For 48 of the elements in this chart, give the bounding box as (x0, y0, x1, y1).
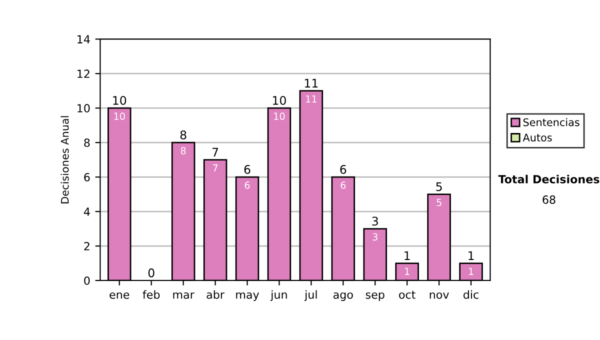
data-label: 10 (114, 112, 125, 120)
data-label: 3 (372, 233, 378, 241)
x-tick-label: ago (333, 292, 353, 301)
data-label: 1 (468, 268, 474, 275)
x-tick-label: jul (304, 290, 317, 301)
y-tick-label: 6 (84, 173, 90, 182)
text: 68 (542, 195, 556, 204)
total-label: 1 (404, 251, 410, 260)
total-label: 6 (340, 164, 346, 174)
x-tick-label: nov (430, 292, 449, 299)
x-tick-label: feb (142, 290, 160, 299)
y-tick-label: 8 (84, 138, 90, 147)
data-label: 8 (180, 147, 186, 154)
y-tick-label: 4 (84, 208, 90, 216)
data-label: 6 (244, 182, 250, 189)
total-label: 11 (304, 78, 318, 88)
data-label: 1 (405, 268, 410, 275)
y-axis-title: Decisiones Anual (60, 116, 69, 204)
data-label: 10 (274, 112, 285, 120)
y-tick-label: 12 (78, 70, 90, 78)
x-tick-label: may (236, 292, 260, 301)
total-label: 6 (244, 164, 250, 174)
data-label: 11 (306, 95, 316, 103)
x-tick-label: jun (270, 290, 287, 301)
y-tick-label: 0 (84, 276, 90, 285)
total-label: 1 (468, 251, 474, 260)
x-tick-label: mar (173, 292, 194, 299)
x-tick-label: abr (206, 290, 224, 299)
y-tick-label: 14 (78, 35, 90, 44)
y-tick-label: 2 (84, 242, 90, 250)
total-label: 7 (212, 148, 218, 156)
text: Total Decisiones (498, 174, 600, 184)
x-tick-label: dic (464, 290, 478, 299)
total-label: 3 (372, 216, 378, 226)
x-tick-label: oct (399, 290, 416, 299)
legend-label: Sentencias (523, 118, 580, 126)
data-label: 6 (340, 182, 346, 189)
total-label: 10 (273, 96, 286, 105)
total-label: 10 (113, 96, 126, 105)
data-label: 7 (212, 164, 218, 172)
x-tick-label: sep (366, 292, 384, 301)
total-label: 8 (180, 130, 186, 140)
data-label: 5 (436, 198, 442, 206)
legend-label: Autos (522, 134, 552, 142)
total-label: 0 (148, 268, 154, 278)
x-tick-label: ene (110, 292, 130, 299)
y-tick-label: 10 (78, 104, 90, 112)
total-label: 5 (436, 182, 442, 192)
